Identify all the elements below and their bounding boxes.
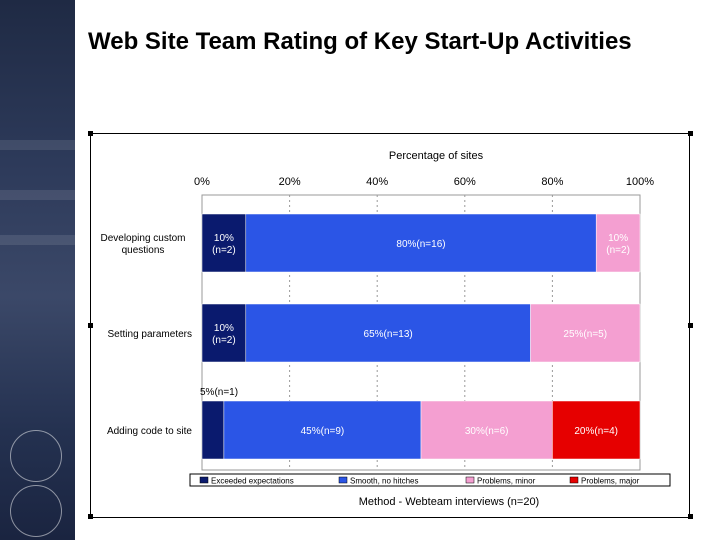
bar-segment — [201, 303, 247, 363]
legend-label: Smooth, no hitches — [350, 477, 418, 486]
x-tick-label: 40% — [366, 176, 388, 188]
selection-handle[interactable] — [688, 514, 693, 519]
data-label: 5%(n=1) — [200, 387, 238, 398]
legend-box — [189, 473, 671, 487]
bar-segment — [245, 213, 597, 273]
sidebar-decoration — [0, 0, 75, 540]
x-tick-label: 0% — [194, 176, 210, 188]
data-label: 30%(n=6) — [465, 426, 509, 437]
bar-segment — [595, 213, 641, 273]
data-label: 25%(n=5) — [563, 329, 607, 340]
bar-segment — [552, 400, 641, 460]
legend-swatch — [569, 476, 579, 484]
sidebar-band — [0, 140, 75, 150]
category-label: Setting parameters — [108, 329, 193, 340]
bar-segment — [223, 400, 422, 460]
bar-segment — [245, 303, 531, 363]
data-label: 65%(n=13) — [364, 329, 413, 340]
chart-title: Percentage of sites — [389, 150, 484, 162]
x-axis-label: Method - Webteam interviews (n=20) — [359, 496, 539, 508]
sidebar-band — [0, 190, 75, 200]
data-label: 80%(n=16) — [396, 239, 445, 250]
selection-handle[interactable] — [88, 514, 93, 519]
selection-handle[interactable] — [88, 131, 93, 136]
x-tick-label: 80% — [541, 176, 563, 188]
x-tick-label: 100% — [626, 176, 654, 188]
data-label: 45%(n=9) — [301, 426, 345, 437]
legend-label: Problems, minor — [477, 477, 536, 486]
x-tick-label: 20% — [279, 176, 301, 188]
legend-swatch — [199, 476, 209, 484]
selection-handle[interactable] — [88, 323, 93, 328]
bar-segment — [201, 400, 225, 460]
institute-seal-icon — [10, 485, 62, 537]
data-label: 10% (n=2) — [212, 323, 236, 346]
data-label: 10% (n=2) — [212, 233, 236, 256]
hhs-logo-icon — [10, 430, 62, 482]
legend-label: Problems, major — [581, 477, 640, 486]
legend-swatch — [465, 476, 475, 484]
bar-segment — [530, 303, 641, 363]
category-label: Adding code to site — [107, 426, 192, 437]
legend-label: Exceeded expectations — [211, 477, 294, 486]
legend-swatch — [338, 476, 348, 484]
sidebar-band — [0, 235, 75, 245]
x-tick-label: 60% — [454, 176, 476, 188]
category-label: Developing custom questions — [100, 233, 185, 256]
selection-handle[interactable] — [688, 323, 693, 328]
data-label: 20%(n=4) — [574, 426, 618, 437]
data-label: 10% (n=2) — [606, 233, 630, 256]
slide-title: Web Site Team Rating of Key Start-Up Act… — [88, 28, 632, 55]
bar-segment — [420, 400, 553, 460]
selection-handle[interactable] — [688, 131, 693, 136]
